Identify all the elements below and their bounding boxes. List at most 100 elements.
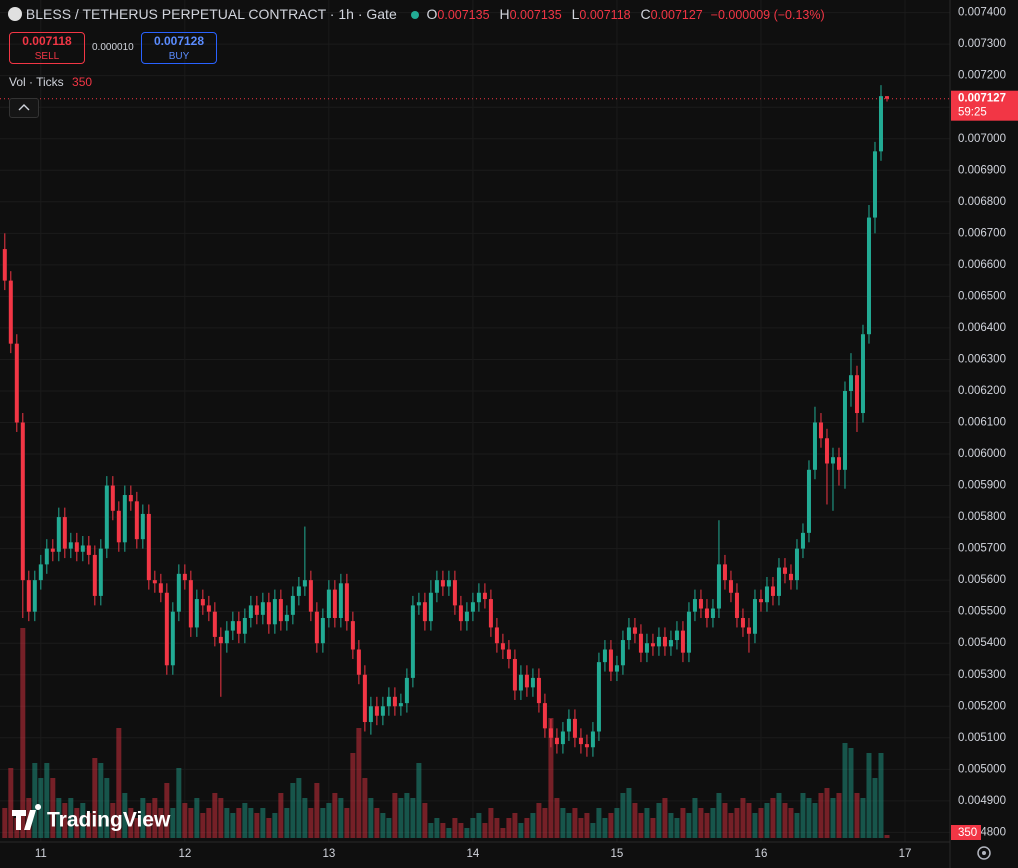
y-tick-label: 0.006300 xyxy=(958,353,1006,365)
volume-bar xyxy=(428,823,434,838)
volume-bar xyxy=(758,808,764,838)
candle-body xyxy=(182,573,187,581)
buy-label[interactable]: BUY xyxy=(168,51,190,62)
volume-bar xyxy=(248,808,254,838)
volume-legend: Vol · Ticks 350 xyxy=(9,75,92,89)
candle-body xyxy=(392,696,397,707)
volume-bar xyxy=(368,798,374,838)
x-tick-label: 16 xyxy=(755,848,768,860)
volume-ticks: 350 xyxy=(72,75,93,89)
volume-bar xyxy=(158,808,164,838)
watermark-text: TradingView xyxy=(47,809,171,832)
volume-bar xyxy=(584,813,590,838)
candle-body xyxy=(128,495,133,502)
candle-body xyxy=(548,728,553,738)
collapse-chevron[interactable] xyxy=(18,104,30,111)
volume-bar xyxy=(452,818,458,838)
volume-bar xyxy=(212,793,218,838)
volume-bar xyxy=(80,803,86,838)
volume-bar xyxy=(698,808,704,838)
open-label: O xyxy=(426,6,438,22)
candle-body xyxy=(62,517,67,549)
y-tick-label: 0.005900 xyxy=(958,480,1006,492)
candle-body xyxy=(452,580,457,606)
candle-body xyxy=(158,583,163,593)
volume-bar xyxy=(32,763,38,838)
settings-icon-dot[interactable] xyxy=(982,851,986,855)
candle-body xyxy=(668,640,673,647)
y-tick-label: 0.005500 xyxy=(958,606,1006,618)
candle-body xyxy=(818,422,823,439)
collapse-icon[interactable] xyxy=(10,99,38,117)
candle-body xyxy=(764,586,769,603)
candle-body xyxy=(206,605,211,612)
volume-bar xyxy=(122,793,128,838)
volume-bar xyxy=(488,808,494,838)
candle-body xyxy=(854,375,859,414)
candle-body xyxy=(290,595,295,615)
volume-bar xyxy=(176,768,182,838)
buy-price[interactable]: 0.007128 xyxy=(153,34,205,48)
collapse-button[interactable] xyxy=(9,98,39,118)
volume-bar xyxy=(398,798,404,838)
settings-icon[interactable] xyxy=(977,846,991,860)
candle-body xyxy=(650,643,655,647)
volume-bar xyxy=(302,798,308,838)
volume-bar xyxy=(716,793,722,838)
legend: BLESS / TETHERUS PERPETUAL CONTRACT · 1h… xyxy=(8,6,825,22)
candle-body xyxy=(644,643,649,653)
y-tick-label: 0.005400 xyxy=(958,637,1006,649)
volume-bar xyxy=(404,793,410,838)
candle-body xyxy=(638,633,643,653)
volume-bar xyxy=(656,803,662,838)
candle-body xyxy=(260,602,265,615)
volume-bar xyxy=(350,753,356,838)
volume-bar xyxy=(710,808,716,838)
candle-body xyxy=(554,737,559,745)
volume-bar xyxy=(668,813,674,838)
candle-body xyxy=(542,703,547,729)
candle-body xyxy=(380,706,385,716)
volume-bar xyxy=(728,813,734,838)
candle-body xyxy=(188,580,193,628)
y-tick-label: 0.005800 xyxy=(958,511,1006,523)
volume-bar xyxy=(854,793,860,838)
candle-body xyxy=(356,649,361,675)
sell-button[interactable]: 0.007118 SELL xyxy=(9,32,85,64)
y-tick-label: 0.006700 xyxy=(958,227,1006,239)
volume-bar xyxy=(50,778,56,838)
candle-body xyxy=(560,731,565,745)
candle-body xyxy=(776,567,781,596)
volume-bar xyxy=(566,813,572,838)
candle-body xyxy=(464,611,469,622)
grid xyxy=(0,0,950,842)
volume-bar xyxy=(518,823,524,838)
volume-bar xyxy=(218,798,224,838)
candle-body xyxy=(674,630,679,641)
volume-tag-label: 350 xyxy=(958,827,977,839)
y-tick-label: 0.005700 xyxy=(958,543,1006,555)
candle-body xyxy=(704,608,709,618)
sell-label[interactable]: SELL xyxy=(34,51,60,62)
symbol-title: BLESS / TETHERUS PERPETUAL CONTRACT · 1h… xyxy=(25,6,397,22)
candle-body xyxy=(872,151,877,218)
volume-bar xyxy=(596,808,602,838)
candle-body xyxy=(572,718,577,738)
y-tick-label: 0.006500 xyxy=(958,290,1006,302)
volume-bar xyxy=(764,803,770,838)
settings-icon-ring[interactable] xyxy=(977,846,991,860)
volume-bar xyxy=(836,793,842,838)
candle-body xyxy=(512,658,517,691)
high-label: H xyxy=(499,6,510,22)
candle-body xyxy=(440,580,445,587)
y-tick-label: 0.006200 xyxy=(958,385,1006,397)
buy-button[interactable]: 0.007128 BUY xyxy=(141,32,217,64)
candle-body xyxy=(488,599,493,628)
volume-bar xyxy=(560,808,566,838)
candle-body xyxy=(26,580,31,612)
volume-bar xyxy=(86,813,92,838)
sell-price[interactable]: 0.007118 xyxy=(22,34,72,48)
low-label: L xyxy=(571,6,580,22)
x-tick-label: 13 xyxy=(322,848,335,860)
